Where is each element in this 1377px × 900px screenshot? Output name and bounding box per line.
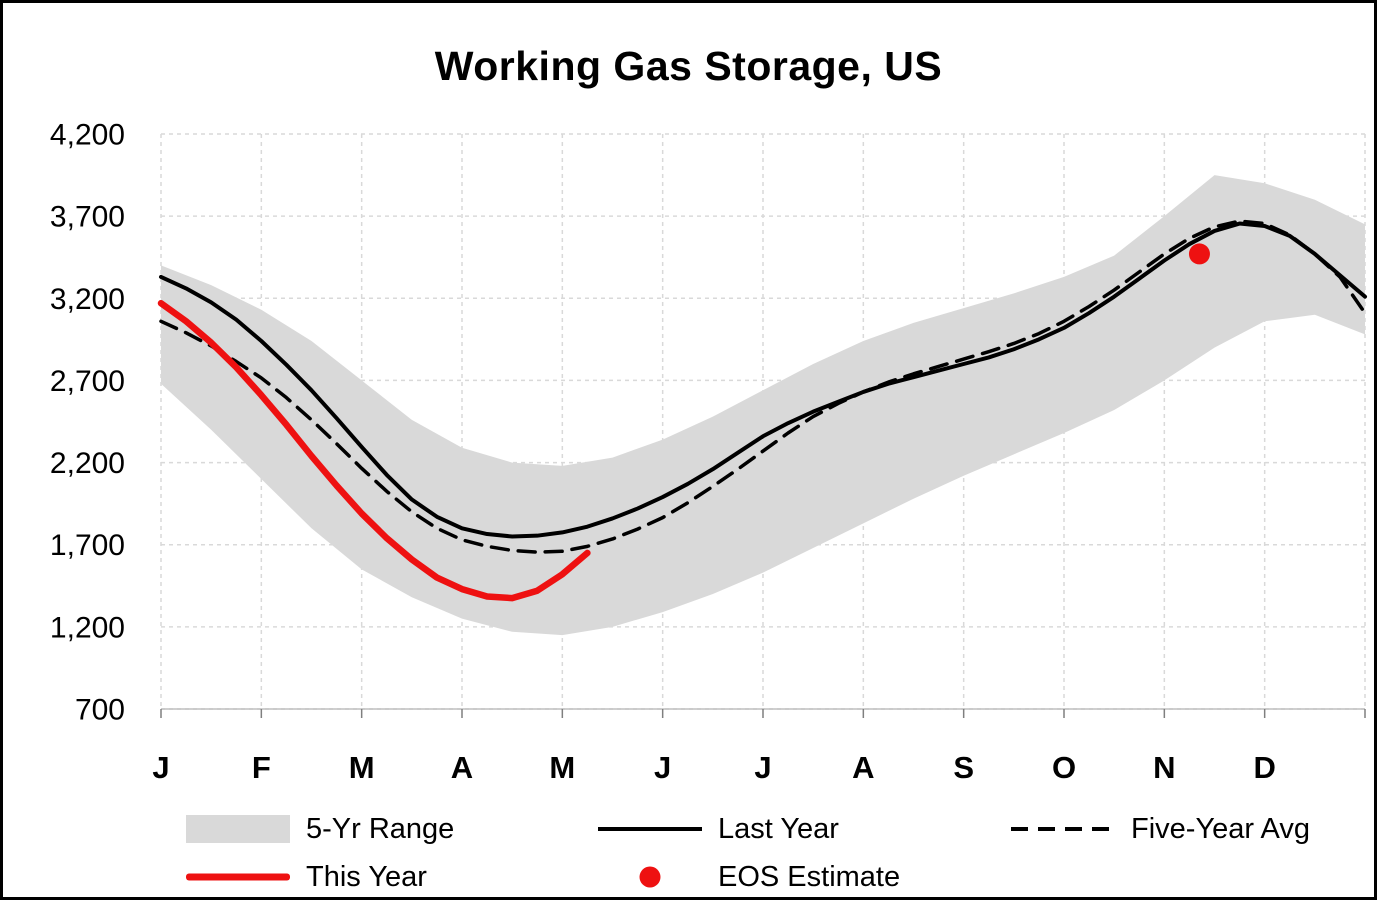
- x-tick-label: S: [953, 750, 974, 785]
- x-tick-label: J: [754, 750, 771, 785]
- x-tick-label: M: [549, 750, 575, 785]
- x-tick-label: O: [1052, 750, 1076, 785]
- x-tick-label: J: [654, 750, 671, 785]
- x-tick-label: A: [451, 750, 473, 785]
- x-tick-label: D: [1253, 750, 1275, 785]
- y-tick-label: 1,700: [50, 529, 125, 562]
- x-tick-label: M: [349, 750, 375, 785]
- x-tick-label: N: [1153, 750, 1175, 785]
- y-tick-label: 2,700: [50, 365, 125, 398]
- chart-title: Working Gas Storage, US: [434, 43, 943, 89]
- series-last-year: [159, 221, 1367, 539]
- point-eos-estimate: [1188, 243, 1210, 265]
- series-this-year: [157, 299, 591, 602]
- y-tick-label: 3,200: [50, 283, 125, 316]
- y-tick-label: 4,200: [50, 119, 125, 152]
- y-tick-label: 2,200: [50, 447, 125, 480]
- x-tick-label: A: [852, 750, 874, 785]
- y-tick-label: 1,200: [50, 611, 125, 644]
- band-5-yr-range: [161, 175, 1365, 636]
- x-tick-label: F: [252, 750, 271, 785]
- y-tick-label: 3,700: [50, 201, 125, 234]
- x-tick-label: J: [152, 750, 169, 785]
- plot-area: 700 1,200 1,700 2,200 2,700 3,200 3,700 4,200 J F…: [50, 119, 1367, 785]
- y-tick-label: 700: [75, 694, 125, 727]
- series-five-year-avg: [159, 219, 1367, 554]
